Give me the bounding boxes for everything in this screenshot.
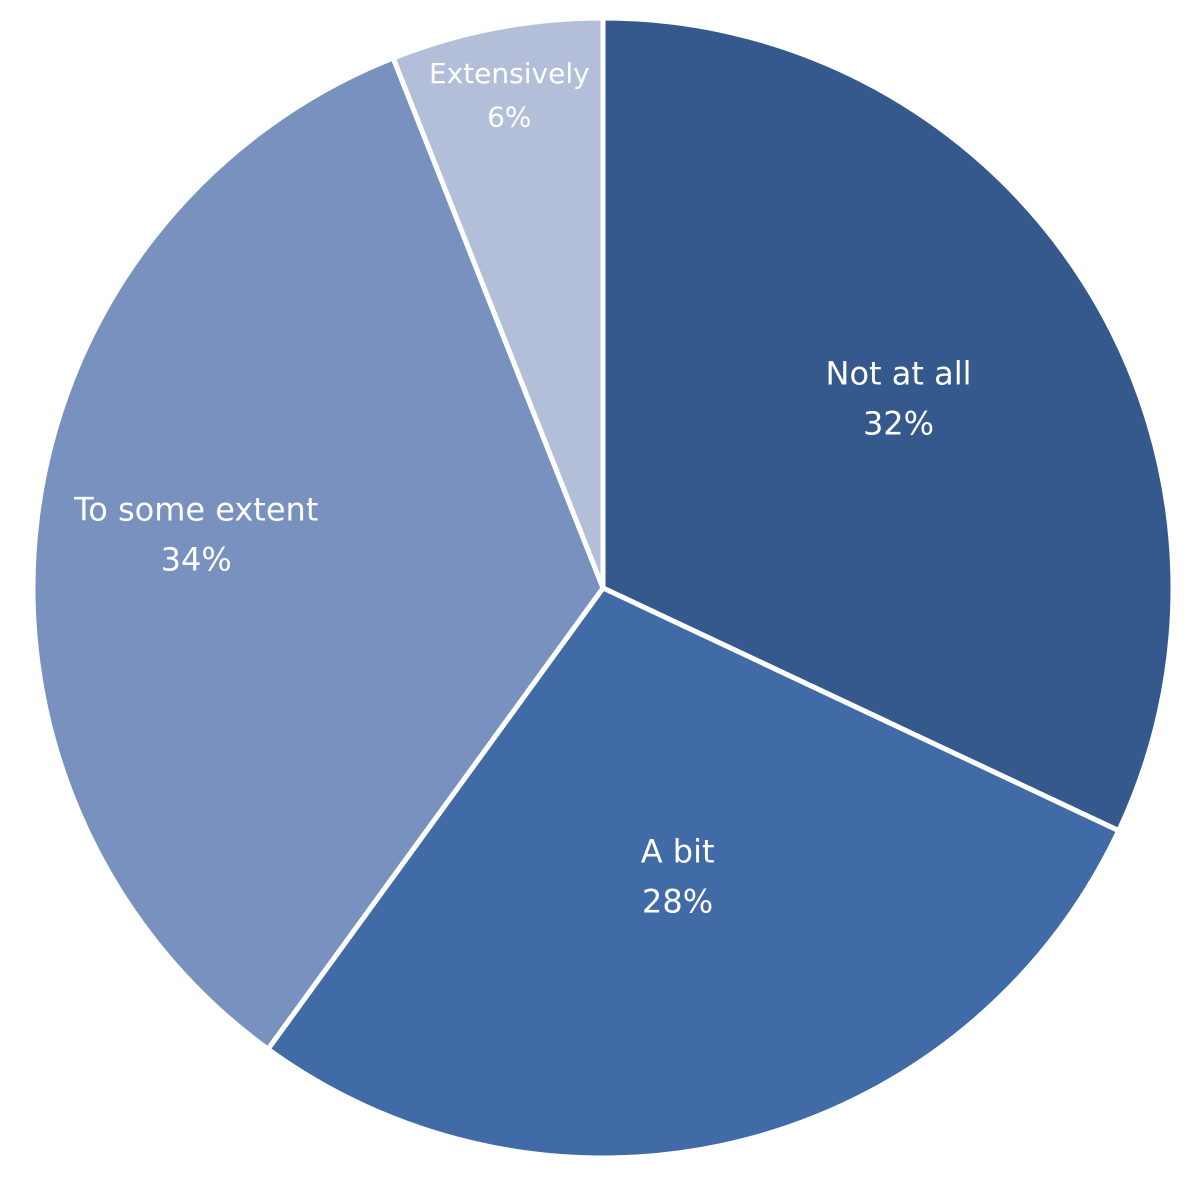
slice-category-label: Not at all bbox=[826, 355, 972, 393]
slice-category-label: A bit bbox=[641, 833, 715, 871]
slice-value-label: 6% bbox=[487, 101, 531, 134]
pie-slice bbox=[390, 15, 606, 591]
slice-category-label: Extensively bbox=[429, 57, 590, 90]
slice-value-label: 28% bbox=[642, 883, 713, 921]
pie-slice bbox=[30, 55, 606, 1052]
pie-slice bbox=[600, 15, 1176, 834]
pie-slice bbox=[265, 585, 1122, 1161]
slice-value-label: 32% bbox=[863, 404, 934, 442]
slice-category-label: To some extent bbox=[73, 491, 318, 529]
slice-value-label: 34% bbox=[161, 541, 232, 579]
